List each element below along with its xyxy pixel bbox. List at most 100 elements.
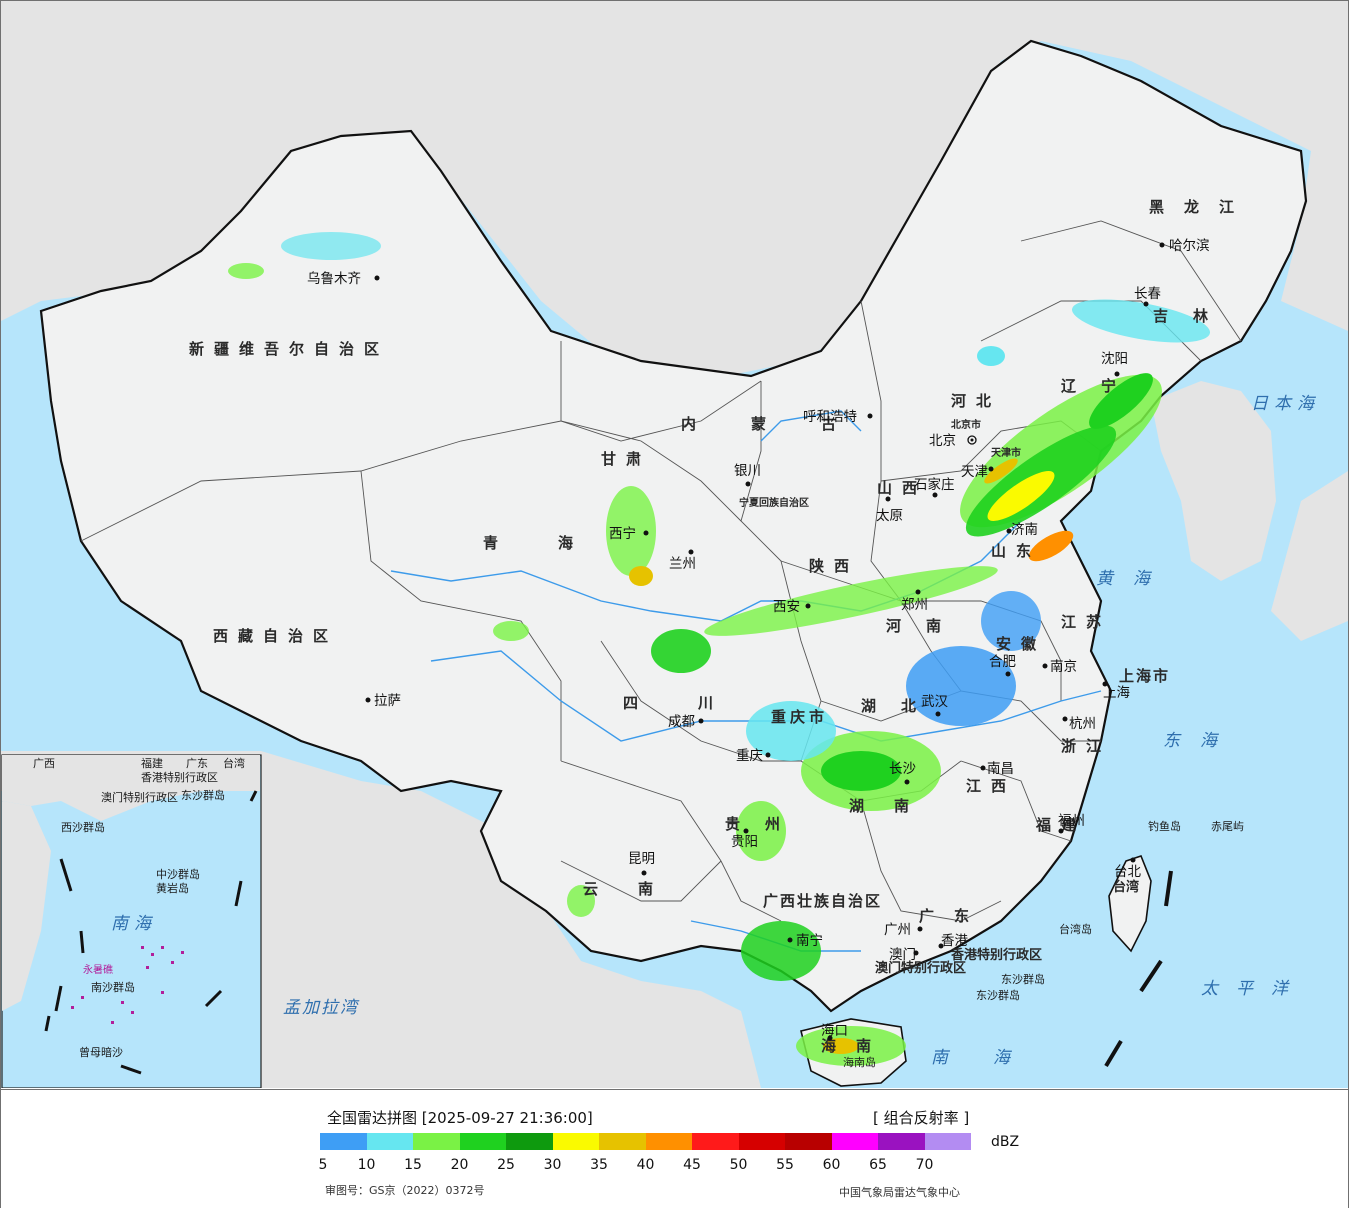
svg-text:台北: 台北: [1114, 864, 1142, 880]
svg-text:广州: 广州: [884, 922, 911, 938]
colorbar-tick-label: 15: [404, 1157, 422, 1173]
prov-guangdong: 广东: [919, 907, 989, 925]
prov-hongkong: 香港特别行政区: [950, 947, 1042, 963]
inset-top-3: 台湾: [223, 756, 245, 770]
prov-jiangsu: 江苏: [1061, 613, 1111, 631]
inset-top-0: 广西: [33, 757, 55, 770]
colorbar-tick-label: 10: [357, 1157, 376, 1173]
prov-shaanxi: 陕西: [809, 557, 859, 575]
colorbar-tick-label: 60: [822, 1157, 841, 1173]
prov-hainan: 海南: [821, 1037, 891, 1055]
svg-text:济南: 济南: [1011, 522, 1038, 538]
city-chengdu: 成都: [668, 714, 704, 730]
colorbar-swatch: [738, 1133, 785, 1150]
colorbar-tick-label: 40: [636, 1157, 655, 1173]
korea-peninsula: [1151, 381, 1276, 581]
svg-text:昆明: 昆明: [628, 851, 655, 867]
island-diaoyu: 钓鱼岛: [1148, 819, 1181, 833]
inset-label-2: 西沙群岛: [61, 820, 105, 834]
island-chiwei: 赤尾屿: [1211, 820, 1244, 833]
city-lhasa: 拉萨: [365, 693, 401, 709]
map-approval-number: 审图号：GS京（2022）0372号: [325, 1184, 485, 1197]
colorbar-tick-label: 20: [450, 1157, 469, 1173]
inset-top-1: 福建: [141, 756, 163, 770]
city-shenyang: 沈阳: [1101, 351, 1128, 377]
island-dongsha-2: 东沙群岛: [976, 988, 1020, 1002]
inset-label-1: 黄岩岛: [156, 881, 189, 895]
prov-ningxia: 宁夏回族自治区: [739, 496, 809, 509]
prov-hunan: 湖南: [849, 797, 939, 815]
city-guangzhou: 广州: [884, 922, 923, 938]
colorbar-swatch: [320, 1133, 367, 1150]
city-hongkong: 香港: [938, 933, 969, 949]
city-chongqing: 重庆: [736, 748, 771, 764]
city-lanzhou: 兰州: [669, 549, 696, 572]
city-urumqi: 乌鲁木齐: [307, 271, 380, 287]
sea-bengal: 孟加拉湾: [283, 998, 360, 1018]
prov-jilin: 吉林: [1153, 307, 1233, 325]
city-jinan: 济南: [1006, 522, 1038, 538]
inset-top-4: 香港特别行政区: [141, 770, 218, 784]
prov-liaoning: 辽宁: [1061, 377, 1141, 395]
city-taipei: 台北: [1114, 857, 1142, 880]
svg-text:天津: 天津: [961, 464, 988, 480]
city-changsha: 长沙: [889, 761, 916, 785]
city-hangzhou: 杭州: [1062, 716, 1096, 732]
svg-text:南昌: 南昌: [987, 761, 1014, 777]
japan-islands: [1271, 471, 1348, 641]
city-beijing: 北京: [929, 433, 977, 449]
svg-text:澳门: 澳门: [889, 947, 916, 963]
credit-label: 中国气象局雷达气象中心: [839, 1186, 960, 1199]
svg-text:西宁: 西宁: [609, 525, 636, 542]
prov-jiangxi: 江西: [966, 777, 1016, 795]
sea-east: 东海: [1163, 731, 1237, 751]
svg-text:武汉: 武汉: [921, 694, 949, 710]
colorbar-tick-label: 55: [776, 1157, 794, 1173]
city-xian: 西安: [773, 599, 811, 615]
island-taiwan: 台湾岛: [1059, 922, 1092, 936]
svg-text:长沙: 长沙: [889, 761, 916, 777]
colorbar-tick-label: 30: [543, 1157, 562, 1173]
product-type: [ 组合反射率 ]: [873, 1109, 970, 1127]
svg-text:乌鲁木齐: 乌鲁木齐: [307, 271, 361, 287]
city-nanchang: 南昌: [980, 761, 1014, 777]
colorbar-swatch: [599, 1133, 646, 1150]
unit-label: dBZ: [991, 1134, 1020, 1150]
prov-sichuan: 四川: [623, 694, 773, 712]
colorbar-tick-label: 50: [729, 1157, 748, 1173]
colorbar-swatch: [878, 1133, 925, 1150]
svg-text:福州: 福州: [1058, 813, 1085, 829]
svg-text:郑州: 郑州: [901, 597, 928, 613]
inset-label-0: 中沙群岛: [156, 867, 200, 881]
city-fuzhou: 福州: [1058, 813, 1085, 834]
sea-yellow: 黄海: [1096, 569, 1170, 589]
prov-shandong: 山东: [991, 542, 1041, 560]
city-haikou: 海口: [821, 1023, 848, 1041]
city-hohhot: 呼和浩特: [803, 409, 873, 425]
colorbar-tick-label: 70: [915, 1157, 934, 1173]
prov-anhui: 安徽: [996, 635, 1046, 653]
prov-gansu: 甘肃: [601, 450, 651, 468]
city-hefei: 合肥: [989, 654, 1016, 677]
prov-chongqing: 重庆市: [771, 708, 828, 726]
china-radar-map: 中沙群岛 黄岩岛 西沙群岛 南沙群岛 永暑礁 曾母暗沙 南海 广西 福建 广东 …: [1, 1, 1348, 1088]
south-china-sea-inset: 中沙群岛 黄岩岛 西沙群岛 南沙群岛 永暑礁 曾母暗沙 南海 广西 福建 广东 …: [1, 754, 262, 1088]
colorbar-swatch: [645, 1133, 692, 1150]
foreign-land-north: [1, 1, 1348, 381]
city-kunming: 昆明: [628, 851, 655, 876]
prov-xinjiang: 新疆维吾尔自治区: [189, 340, 389, 358]
svg-text:沈阳: 沈阳: [1101, 351, 1128, 367]
inset-top-2: 广东: [186, 757, 208, 770]
svg-text:北京: 北京: [929, 433, 956, 449]
colorbar-swatch: [366, 1133, 413, 1150]
city-zhengzhou: 郑州: [901, 589, 928, 613]
prov-qinghai: 青海: [483, 534, 633, 552]
colorbar-swatch: [924, 1133, 971, 1150]
city-shanghai: 上海: [1102, 681, 1130, 701]
inset-label-3: 南沙群岛: [91, 980, 135, 994]
colorbar-swatch: [831, 1133, 878, 1150]
inset-top-5: 澳门特别行政区: [101, 790, 178, 804]
colorbar-swatch: [552, 1133, 599, 1150]
city-tianjin: 天津: [961, 464, 994, 480]
